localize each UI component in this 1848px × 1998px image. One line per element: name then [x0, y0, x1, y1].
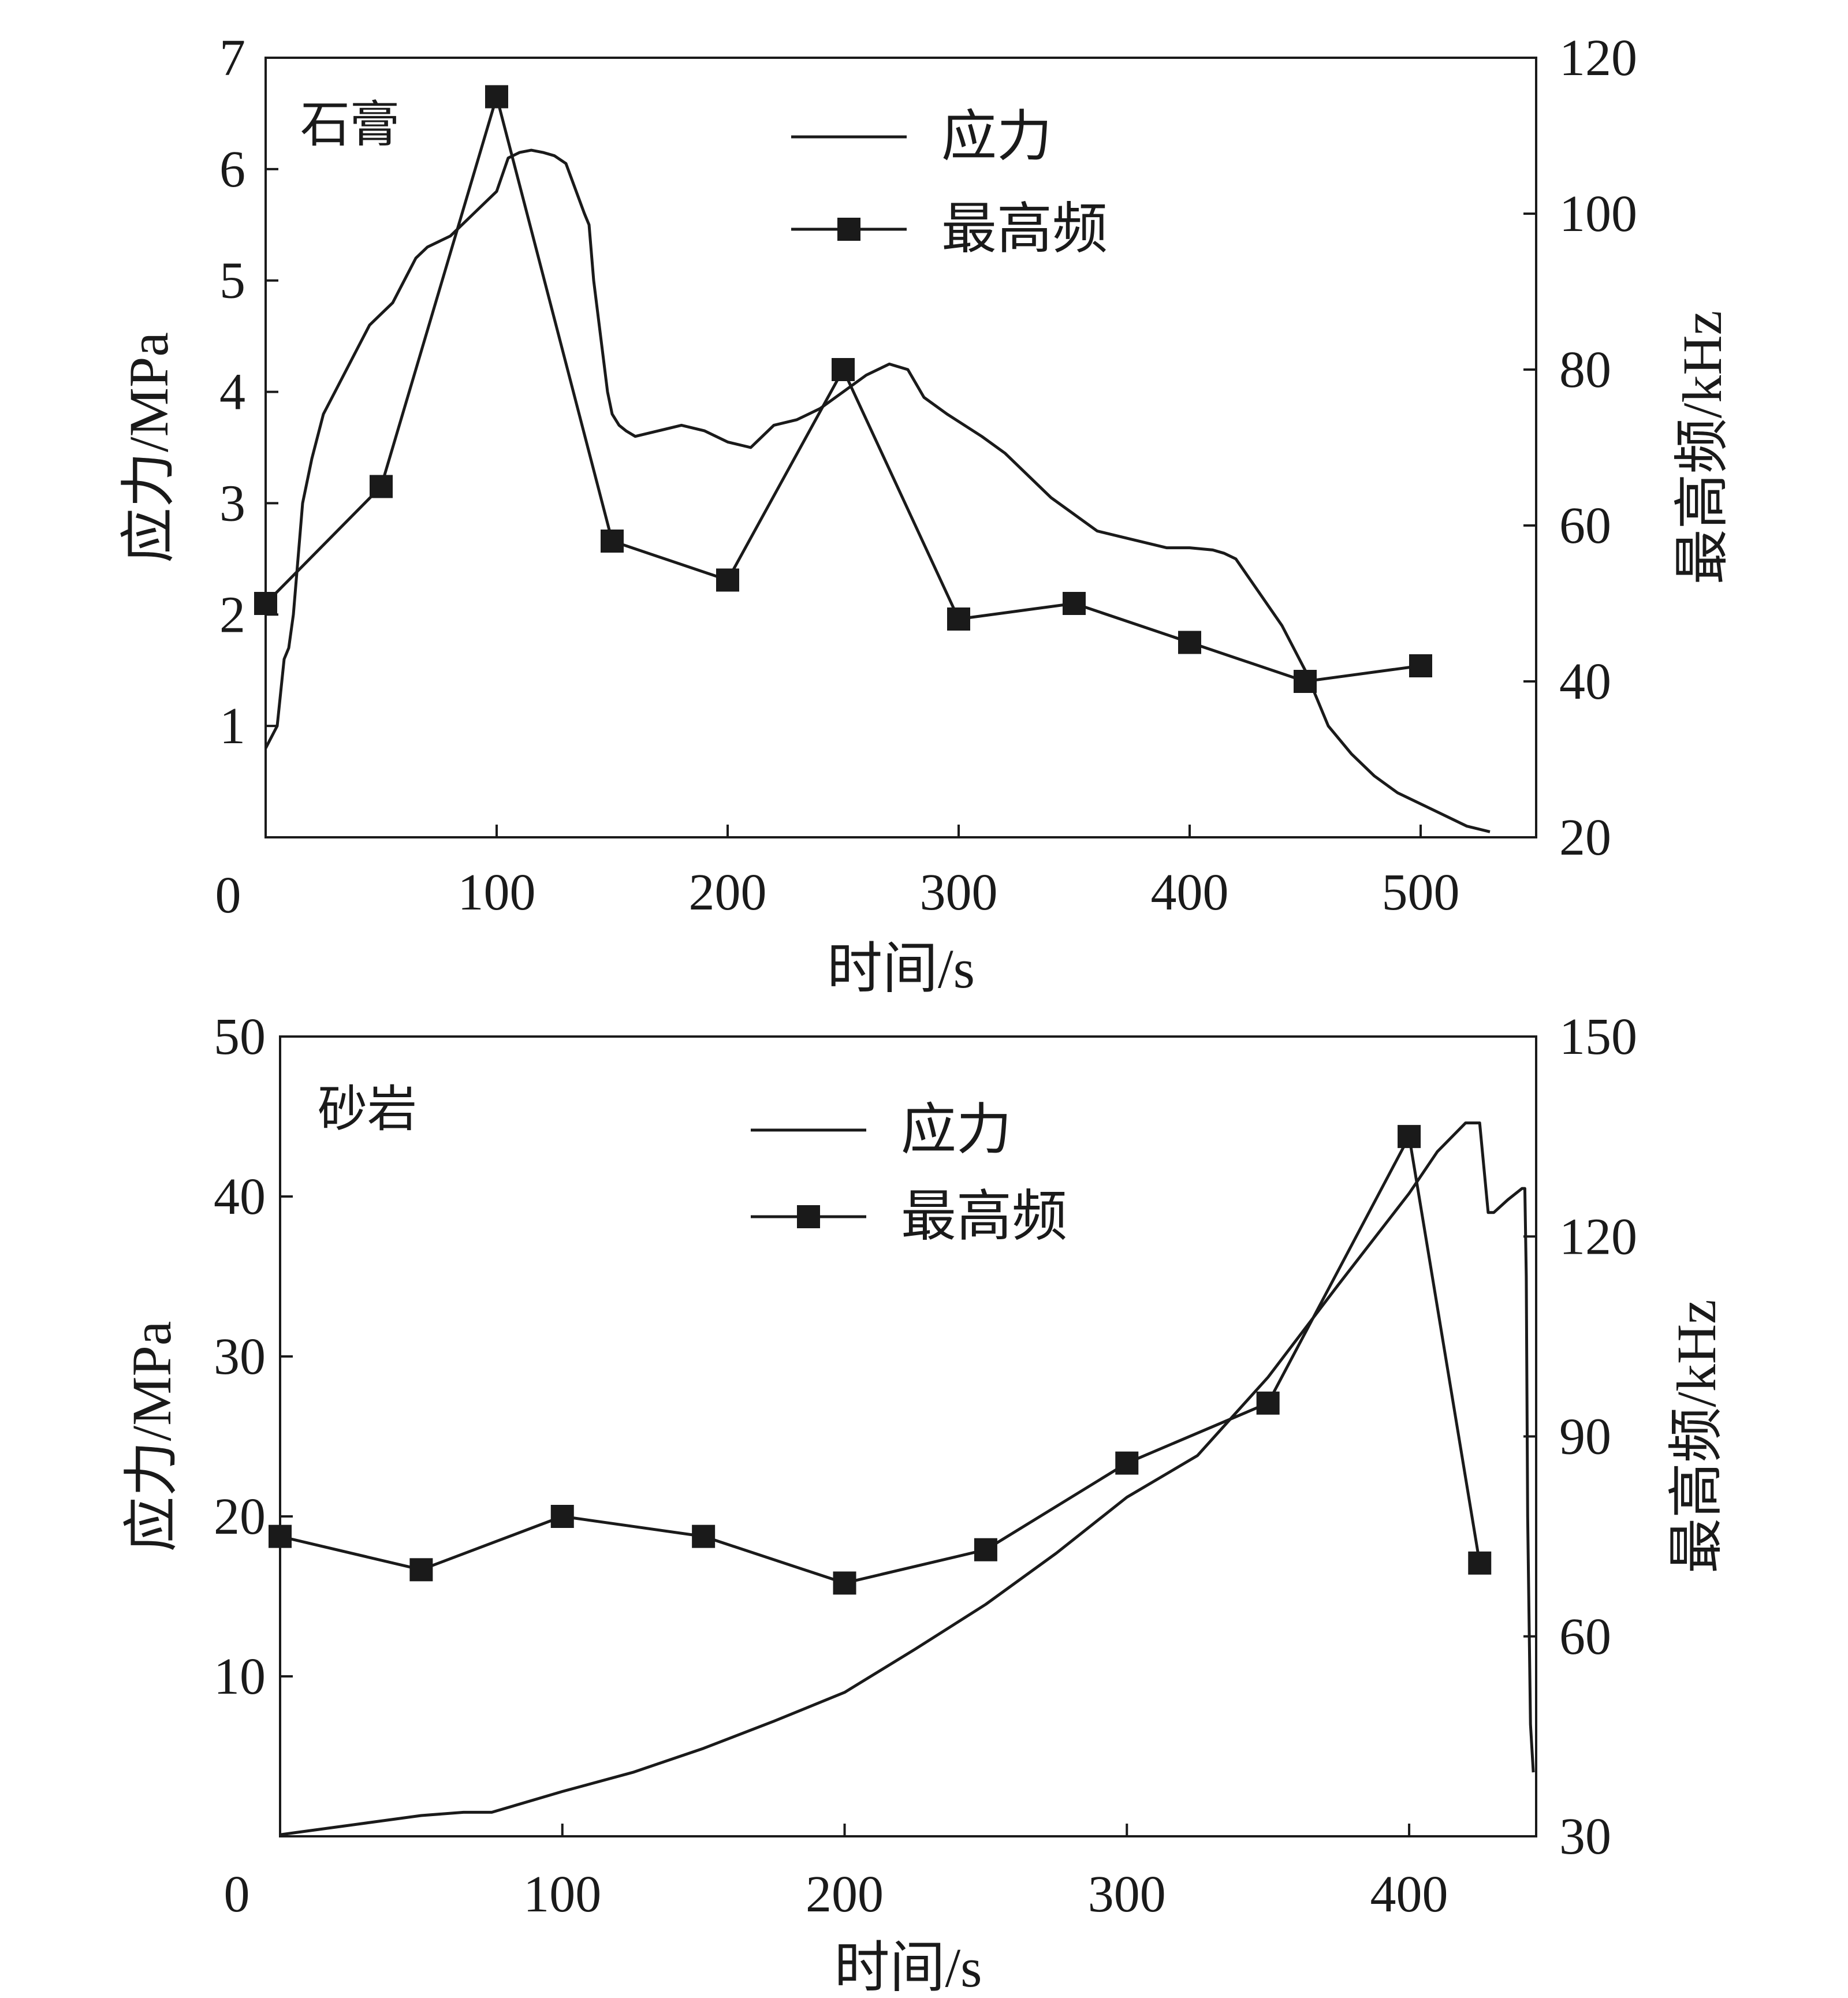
- series-line-stress: [280, 1121, 1535, 1836]
- panel-label: 石膏: [300, 97, 400, 152]
- data-point-marker: [1063, 592, 1086, 615]
- x-tick-label: 300: [920, 864, 998, 921]
- data-point-marker: [1468, 1551, 1492, 1575]
- y-right-axis-title: 最高频/kHz: [1671, 311, 1733, 585]
- y-right-tick-label: 20: [1559, 809, 1611, 866]
- series-line-max-frequency: [264, 91, 1421, 683]
- y-left-tick-label: 6: [219, 141, 245, 198]
- data-point-marker: [1409, 654, 1432, 677]
- data-point-marker: [254, 592, 277, 615]
- data-point-marker: [601, 530, 624, 553]
- data-point-marker: [974, 1538, 997, 1561]
- data-point-marker: [409, 1558, 433, 1582]
- legend-label: 应力: [901, 1099, 1012, 1161]
- y-left-tick-label: 1: [219, 698, 245, 755]
- data-point-marker: [947, 607, 970, 631]
- x-tick-label: 400: [1370, 1866, 1448, 1923]
- x-tick-label: 200: [689, 864, 767, 921]
- data-point-marker: [1256, 1391, 1280, 1415]
- y-left-tick-label: 4: [219, 364, 245, 421]
- y-left-axis-title: 应力/MPa: [118, 332, 180, 563]
- x-tick-label: 200: [806, 1866, 884, 1923]
- y-left-tick-label: 3: [219, 475, 245, 532]
- y-left-tick-label: 40: [214, 1168, 266, 1225]
- y-left-tick-label: 50: [214, 1008, 266, 1065]
- legend-label: 最高频: [941, 198, 1108, 260]
- x-tick-label: 100: [458, 864, 536, 921]
- origin-label: 0: [215, 867, 241, 924]
- series-line-max-frequency: [280, 1132, 1481, 1585]
- y-left-tick-label: 5: [219, 252, 245, 310]
- y-left-tick-label: 30: [214, 1328, 266, 1385]
- origin-label: 0: [224, 1866, 250, 1923]
- legend-swatch-marker: [797, 1205, 820, 1228]
- data-point-marker: [692, 1524, 716, 1548]
- panel-label: 砂岩: [318, 1082, 417, 1137]
- x-tick-label: 500: [1382, 864, 1460, 921]
- data-point-marker: [832, 358, 855, 381]
- y-right-tick-label: 80: [1559, 341, 1611, 398]
- x-axis-title: 时间/s: [834, 1937, 982, 1998]
- data-point-marker: [370, 475, 393, 498]
- data-point-marker: [1398, 1125, 1421, 1149]
- chart-panel-2: 100 200 300 400 0 10 20 30 40 50 30 60 90 120 150 时间/s 应…: [121, 1008, 1727, 1998]
- y-left-tick-label: 10: [214, 1648, 266, 1705]
- y-right-tick-label: 120: [1559, 29, 1637, 87]
- y-right-tick-label: 120: [1559, 1208, 1637, 1265]
- data-point-marker: [485, 85, 508, 109]
- series-line-stress: [264, 148, 1491, 833]
- y-right-axis-title: 最高频/kHz: [1666, 1299, 1727, 1574]
- y-left-axis-title: 应力/MPa: [121, 1321, 182, 1552]
- y-right-tick-label: 40: [1559, 653, 1611, 710]
- y-left-tick-label: 20: [214, 1488, 266, 1545]
- data-point-marker: [269, 1524, 292, 1548]
- chart-panel-1: 100 200 300 400 500 0 1 2 3 4 5 6 7 20 40 60 80 100 120 时间/…: [118, 29, 1733, 1000]
- x-tick-label: 300: [1088, 1866, 1166, 1923]
- y-right-tick-label: 100: [1559, 185, 1637, 243]
- x-tick-label: 100: [523, 1866, 601, 1923]
- plot-frame: [264, 57, 1537, 838]
- legend-swatch-marker: [837, 218, 860, 241]
- data-point-marker: [1294, 670, 1317, 693]
- y-right-tick-label: 150: [1559, 1008, 1637, 1065]
- data-point-marker: [833, 1571, 856, 1595]
- y-right-tick-label: 90: [1559, 1408, 1611, 1466]
- y-right-tick-label: 30: [1559, 1808, 1611, 1865]
- y-left-tick-label: 7: [219, 29, 245, 87]
- y-right-tick-label: 60: [1559, 1608, 1611, 1665]
- data-point-marker: [716, 568, 739, 592]
- x-axis-title: 时间/s: [827, 938, 975, 1000]
- legend-label: 应力: [941, 106, 1052, 167]
- y-right-tick-label: 60: [1559, 497, 1611, 554]
- data-point-marker: [1178, 631, 1201, 654]
- data-point-marker: [1115, 1451, 1139, 1475]
- data-point-marker: [550, 1505, 574, 1528]
- x-tick-label: 400: [1151, 864, 1229, 921]
- legend-label: 最高频: [901, 1186, 1067, 1247]
- y-left-tick-label: 2: [219, 586, 245, 643]
